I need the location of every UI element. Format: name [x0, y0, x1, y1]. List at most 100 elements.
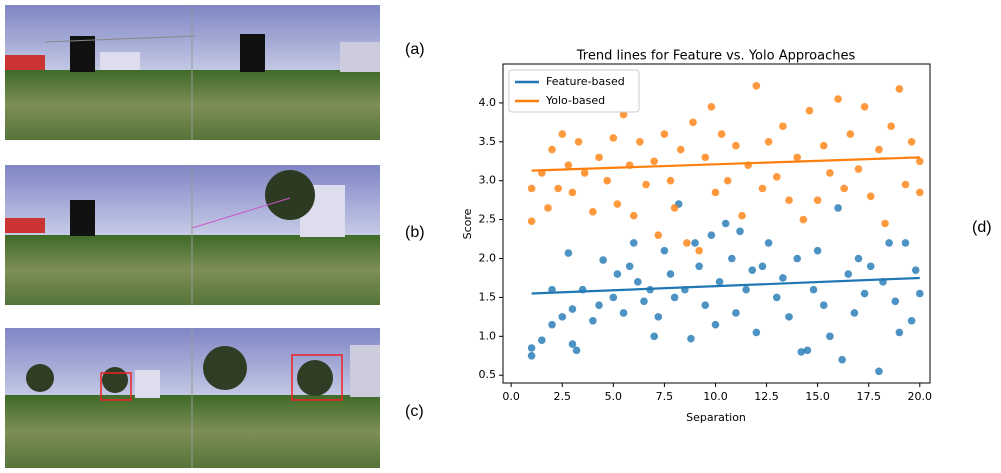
- point: [558, 313, 567, 321]
- point: [758, 184, 767, 193]
- point: [589, 208, 597, 216]
- point: [895, 85, 904, 93]
- point: [915, 289, 924, 298]
- point: [907, 138, 916, 146]
- point: [779, 122, 787, 131]
- point: [901, 239, 910, 247]
- point: [568, 305, 577, 313]
- point: [595, 153, 603, 162]
- point: [527, 184, 536, 193]
- point: [907, 316, 916, 325]
- point: [875, 367, 883, 376]
- point: [636, 138, 644, 146]
- point: [603, 176, 611, 185]
- legend-box: [508, 69, 640, 113]
- chart-title: Trend lines for Feature vs. Yolo Approac…: [576, 49, 856, 64]
- point: [799, 215, 808, 224]
- x-tick-label: 2.5: [553, 390, 571, 403]
- point: [666, 270, 675, 278]
- point: [738, 211, 746, 220]
- point: [683, 239, 691, 247]
- point: [654, 313, 663, 321]
- point: [701, 153, 710, 162]
- point: [689, 118, 697, 127]
- point: [826, 332, 834, 341]
- point: [721, 219, 730, 228]
- y-tick-label: 3.0: [479, 174, 497, 187]
- point: [613, 270, 622, 278]
- point: [764, 138, 773, 146]
- point: [544, 204, 552, 212]
- point: [901, 180, 910, 189]
- point: [885, 239, 893, 247]
- panel-label: (a): [405, 41, 425, 58]
- point: [809, 285, 818, 294]
- point: [660, 246, 669, 255]
- point: [654, 231, 663, 239]
- x-tick-label: 20.0: [908, 390, 933, 403]
- point: [860, 289, 869, 298]
- point: [687, 334, 695, 343]
- point: [840, 184, 848, 193]
- point: [589, 316, 597, 325]
- x-tick-label: 17.5: [856, 390, 881, 403]
- point: [660, 130, 669, 138]
- point: [670, 204, 679, 212]
- point: [728, 254, 736, 263]
- y-tick-label: 0.5: [479, 368, 497, 381]
- point: [613, 200, 622, 208]
- point: [911, 266, 920, 274]
- point: [860, 102, 869, 111]
- point: [723, 176, 732, 185]
- point: [834, 204, 842, 212]
- point: [844, 270, 853, 278]
- point: [805, 106, 814, 115]
- point: [650, 157, 658, 166]
- point: [625, 262, 634, 271]
- point: [850, 309, 859, 317]
- point: [619, 309, 628, 317]
- point: [558, 130, 567, 138]
- point: [548, 320, 556, 329]
- y-tick-label: 3.5: [479, 135, 497, 148]
- point: [634, 278, 642, 286]
- point: [915, 188, 924, 197]
- point: [568, 340, 577, 348]
- point: [715, 278, 724, 286]
- legend-label: Feature-based: [546, 75, 625, 88]
- point: [609, 134, 618, 142]
- point: [854, 165, 863, 173]
- x-tick-label: 15.0: [805, 390, 830, 403]
- legend-label: Yolo-based: [545, 94, 605, 107]
- point: [650, 332, 658, 341]
- point: [595, 301, 603, 309]
- point: [527, 351, 536, 360]
- point: [711, 188, 720, 197]
- point: [548, 145, 556, 154]
- point: [819, 141, 828, 150]
- x-axis-label: Separation: [686, 411, 746, 424]
- point: [891, 297, 900, 306]
- point: [748, 266, 757, 274]
- point: [838, 355, 846, 364]
- image-b: [5, 165, 380, 305]
- point: [574, 138, 583, 146]
- point: [732, 141, 740, 150]
- x-tick-label: 0.0: [502, 390, 520, 403]
- point: [707, 231, 716, 239]
- point: [846, 130, 855, 138]
- point: [736, 227, 744, 236]
- point: [629, 239, 638, 247]
- x-tick-label: 7.5: [656, 390, 674, 403]
- point: [642, 180, 650, 189]
- point: [758, 262, 767, 271]
- x-tick-label: 12.5: [754, 390, 779, 403]
- y-axis-label: Score: [461, 208, 474, 239]
- point: [785, 196, 793, 204]
- point: [915, 157, 924, 166]
- plot-frame: [502, 63, 931, 384]
- y-tick-label: 4.0: [479, 96, 497, 109]
- point: [670, 293, 679, 302]
- point: [866, 262, 875, 271]
